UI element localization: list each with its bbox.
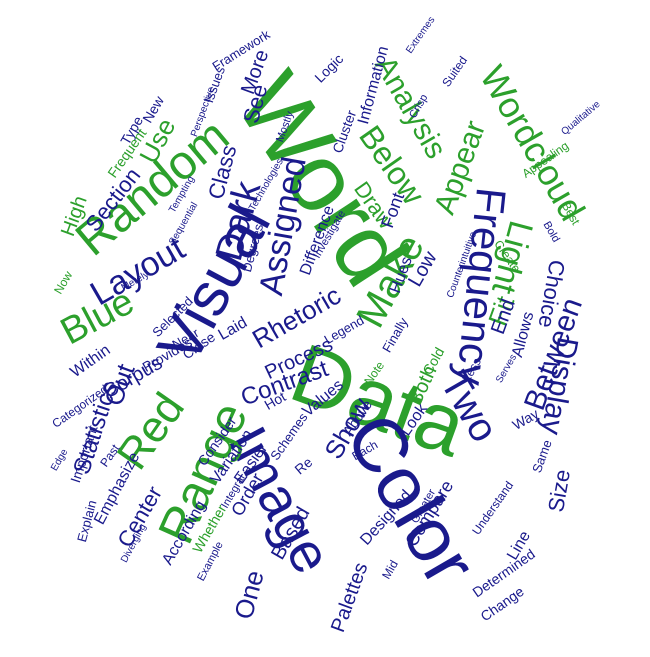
word-now: Now — [51, 268, 76, 297]
word-logic: Logic — [311, 50, 347, 86]
word-mid: Mid — [379, 557, 401, 582]
word-palettes: Palettes — [327, 559, 373, 636]
word-suited: Suited — [439, 53, 471, 90]
word-size: Size — [543, 467, 576, 514]
word-understand: Understand — [469, 478, 517, 538]
word-one: One — [228, 567, 270, 623]
word-extremes: Extremes — [404, 14, 438, 56]
word-qualitative: Qualitative — [559, 98, 603, 138]
word-serves: Serves — [494, 352, 520, 385]
